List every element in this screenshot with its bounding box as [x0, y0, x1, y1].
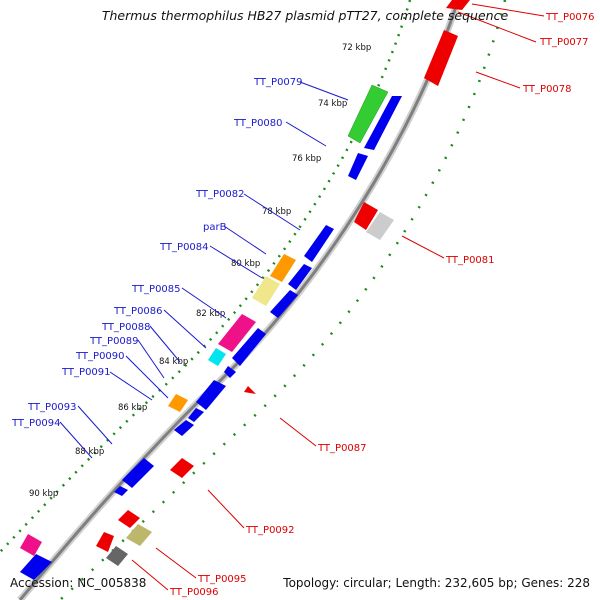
forward-labels: TT_P0079 TT_P0080 TT_P0082 parB TT_P0084…	[11, 77, 303, 429]
tick-label: 80 kbp	[231, 259, 260, 269]
gene-label[interactable]: parB	[203, 222, 227, 233]
gene-label[interactable]: TT_P0085	[131, 284, 181, 295]
gene-tt-p0095-a[interactable]	[118, 510, 140, 528]
tick-label: 84 kbp	[159, 357, 188, 367]
gene-label[interactable]: TT_P0080	[233, 118, 283, 129]
tick-ring-outer	[59, 0, 507, 600]
gene-label[interactable]: TT_P0090	[75, 351, 125, 362]
gene-label[interactable]: TT_P0095	[197, 574, 247, 585]
gene-label[interactable]: TT_P0094	[11, 418, 61, 429]
gene-label[interactable]: TT_P0076	[545, 12, 595, 23]
gene-tt-p0084[interactable]	[252, 276, 280, 306]
reverse-leaders	[131, 3, 545, 591]
gene-tt-p0079[interactable]	[347, 84, 389, 144]
gene-tt-p0080[interactable]	[348, 153, 368, 180]
gene-label[interactable]: TT_P0086	[113, 306, 163, 317]
gene-tt-p0084-extra[interactable]	[270, 290, 298, 318]
gene-tt-p0095-b[interactable]	[126, 524, 152, 546]
gene-left-blue[interactable]	[20, 554, 52, 580]
gene-left-pink[interactable]	[20, 534, 42, 556]
gene-tt-p0081-red[interactable]	[354, 202, 378, 230]
gene-tt-p0082[interactable]	[304, 225, 334, 262]
tick-label: 72 kbp	[342, 43, 371, 53]
gene-label[interactable]: TT_P0078	[522, 84, 572, 95]
gene-tt-p0093[interactable]	[122, 458, 154, 488]
gene-tt-p0091[interactable]	[174, 420, 194, 436]
tick-label: 90 kbp	[29, 489, 58, 499]
gene-label[interactable]: TT_P0079	[253, 77, 303, 88]
gene-label[interactable]: TT_P0091	[61, 367, 111, 378]
gene-label[interactable]: TT_P0096	[169, 587, 219, 598]
gene-parb-extra[interactable]	[288, 264, 312, 290]
topology-summary: Topology: circular; Length: 232,605 bp; …	[283, 576, 590, 590]
gene-tt-p0085-extra[interactable]	[232, 328, 266, 366]
gene-tt-p0085[interactable]	[218, 314, 256, 352]
gene-tt-p0092[interactable]	[170, 458, 194, 478]
map-title: Thermus thermophilus HB27 plasmid pTT27,…	[101, 8, 509, 23]
reverse-labels: TT_P0076 TT_P0077 TT_P0078 TT_P0081 TT_P…	[169, 12, 595, 598]
tick-ring-inner	[0, 0, 412, 553]
gene-tt-p0089[interactable]	[196, 380, 226, 410]
forward-leaders	[59, 81, 349, 459]
tick-label: 76 kbp	[292, 154, 321, 164]
tick-label: 82 kbp	[196, 309, 225, 319]
tick-label: 74 kbp	[318, 99, 347, 109]
gene-label[interactable]: TT_P0082	[195, 189, 245, 200]
gene-tt-p0095-c[interactable]	[96, 532, 114, 552]
gene-label[interactable]: TT_P0084	[159, 242, 209, 253]
tick-label: 88 kbp	[75, 447, 104, 457]
gene-label[interactable]: TT_P0092	[245, 525, 295, 536]
gene-label[interactable]: TT_P0087	[317, 443, 367, 454]
gene-tt-p0091-extra[interactable]	[188, 408, 204, 422]
gene-tt-p0079-extra[interactable]	[364, 96, 402, 150]
gene-tt-p0096[interactable]	[106, 546, 128, 566]
tick-label: 78 kbp	[262, 207, 291, 217]
gene-label[interactable]: TT_P0088	[101, 322, 151, 333]
gene-label[interactable]: TT_P0077	[539, 37, 589, 48]
gene-tt-p0090[interactable]	[168, 394, 188, 412]
reverse-genes	[96, 0, 470, 566]
gene-tt-p0088[interactable]	[224, 366, 236, 378]
accession-label: Accession: NC_005838	[10, 576, 147, 590]
forward-genes	[20, 84, 402, 580]
backbone-arc-core	[18, 0, 460, 600]
gene-tt-p0087[interactable]	[244, 386, 256, 394]
gene-label[interactable]: TT_P0093	[27, 402, 77, 413]
tick-labels: 72 kbp 74 kbp 76 kbp 78 kbp 80 kbp 82 kb…	[29, 43, 371, 499]
gene-label[interactable]: TT_P0089	[89, 336, 139, 347]
gene-tt-p0086[interactable]	[208, 348, 226, 366]
gene-tt-p0076[interactable]	[446, 0, 470, 10]
gene-tt-p0078[interactable]	[424, 30, 458, 86]
gene-tt-p0094[interactable]	[114, 486, 128, 496]
gene-parb[interactable]	[270, 254, 296, 282]
gene-tt-p0081[interactable]	[366, 212, 394, 240]
backbone-arc	[17, 0, 462, 600]
gene-label[interactable]: TT_P0081	[445, 255, 495, 266]
tick-label: 86 kbp	[118, 403, 147, 413]
